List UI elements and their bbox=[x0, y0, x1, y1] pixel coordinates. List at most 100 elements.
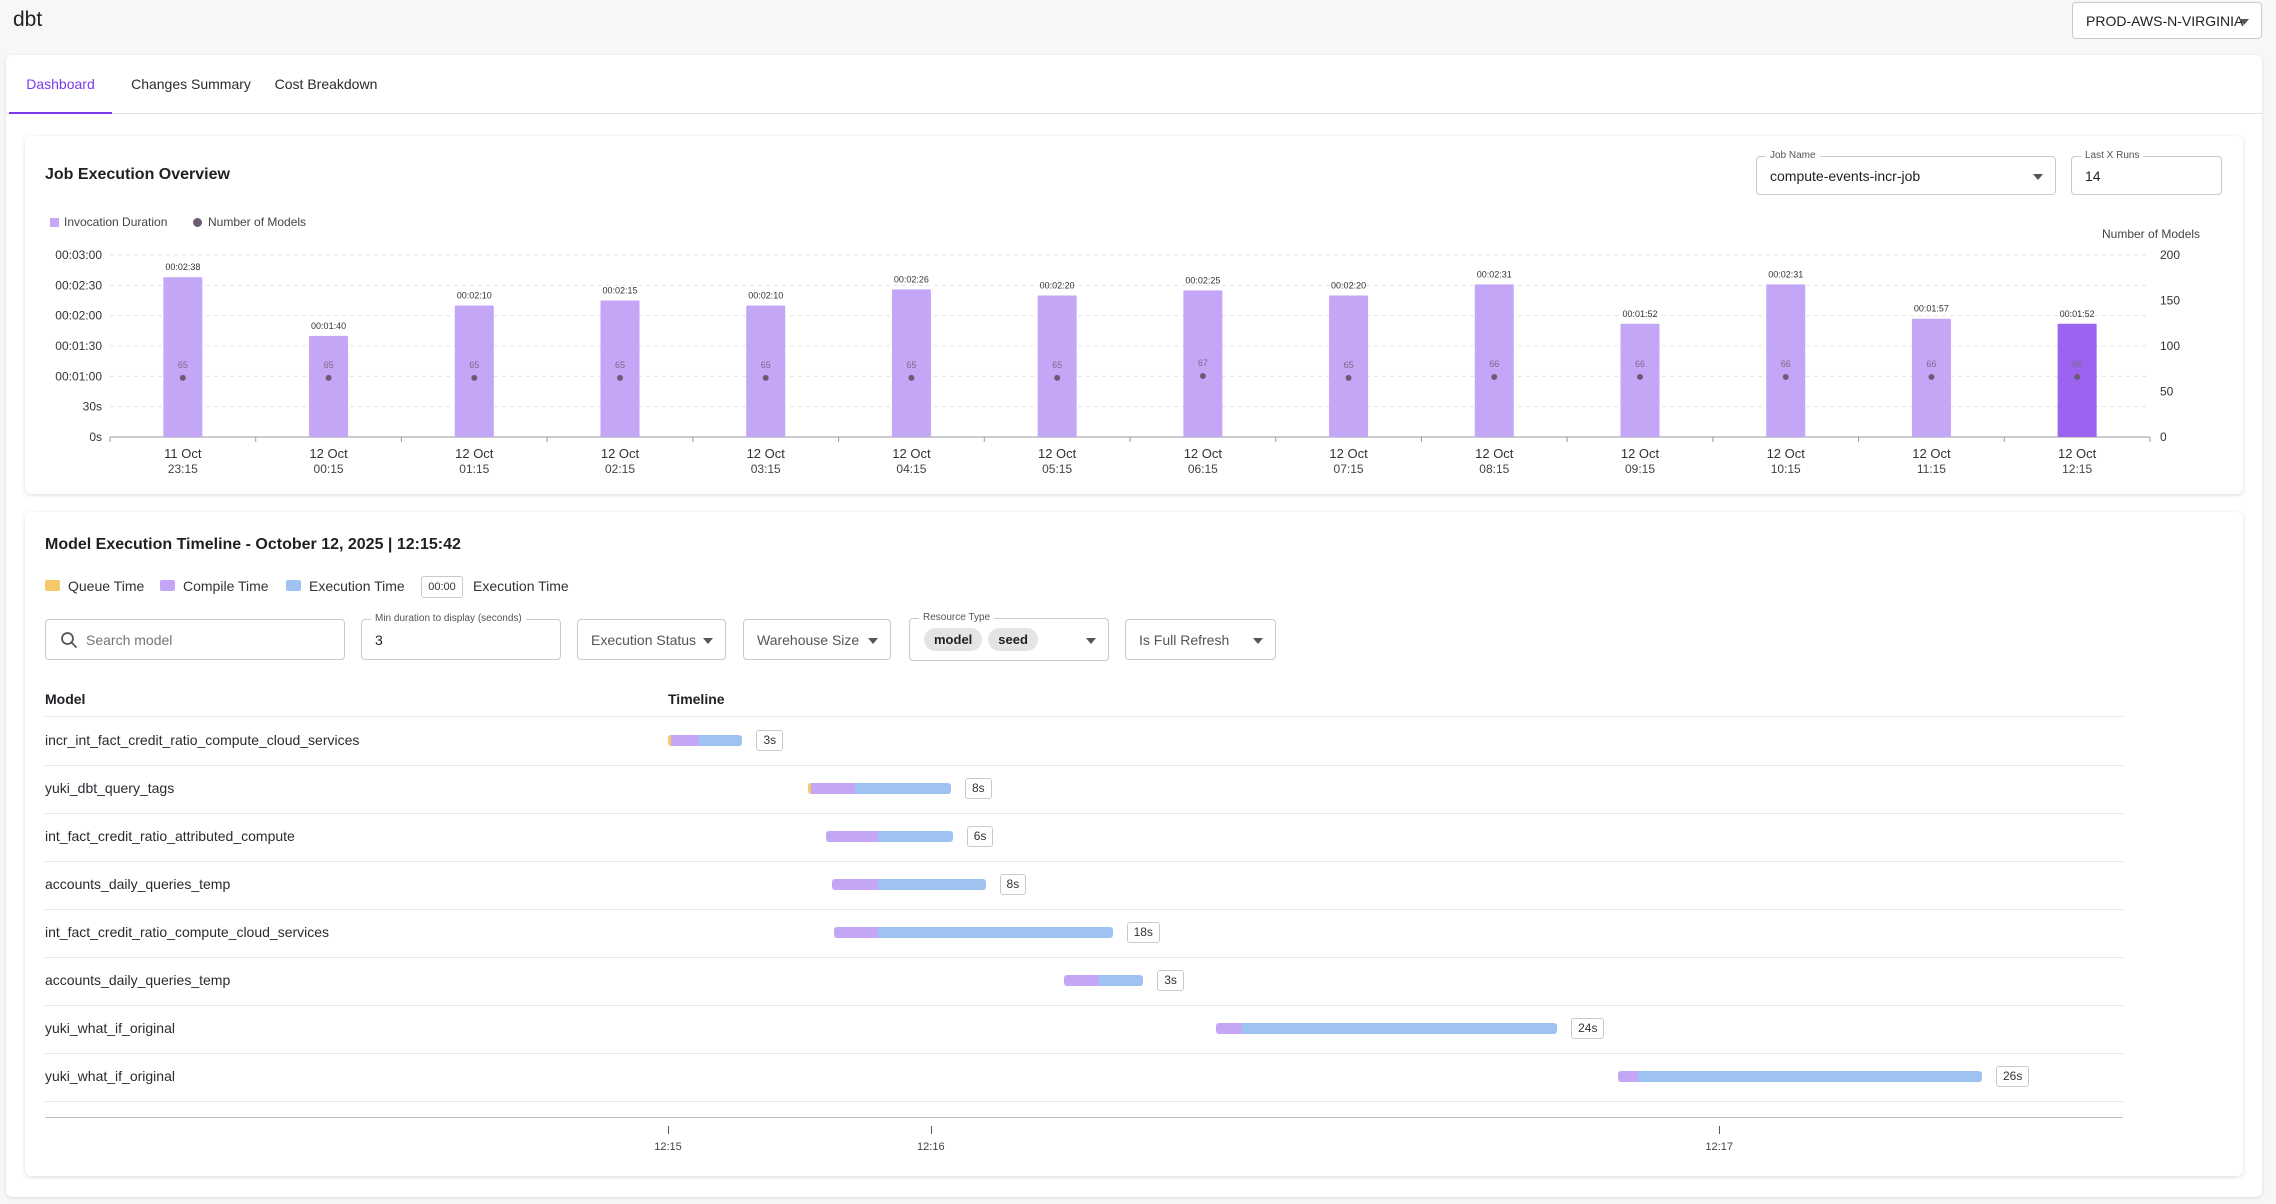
compile-time-segment[interactable] bbox=[1618, 1071, 1639, 1082]
models-point bbox=[617, 374, 623, 381]
row-divider bbox=[45, 813, 2123, 814]
compile-time-segment[interactable] bbox=[670, 735, 699, 746]
execution-time-segment[interactable] bbox=[854, 783, 951, 794]
chip-model[interactable]: model bbox=[924, 628, 983, 651]
model-name[interactable]: accounts_daily_queries_temp bbox=[45, 876, 231, 892]
duration-data-label: 00:02:38 bbox=[165, 262, 200, 272]
app-title: dbt bbox=[13, 8, 43, 31]
compile-time-segment[interactable] bbox=[1064, 975, 1100, 986]
row-divider bbox=[45, 1101, 2123, 1102]
execution-time-segment[interactable] bbox=[878, 831, 953, 842]
execution-time-segment[interactable] bbox=[1241, 1023, 1558, 1034]
duration-data-label: 00:01:40 bbox=[311, 321, 346, 331]
row-divider bbox=[45, 765, 2123, 766]
x-tick-label-date: 12 Oct bbox=[1475, 446, 1514, 461]
x-tick-label-date: 12 Oct bbox=[2058, 446, 2097, 461]
compile-time-segment[interactable] bbox=[832, 879, 879, 890]
legend-execution-label: Execution Time bbox=[309, 578, 405, 594]
models-point bbox=[179, 374, 186, 381]
models-point bbox=[1345, 374, 1352, 381]
tab-changes-summary[interactable]: Changes Summary bbox=[131, 76, 251, 92]
duration-bar bbox=[1329, 295, 1369, 437]
x-tick-label-date: 12 Oct bbox=[747, 446, 786, 461]
duration-data-label: 00:02:20 bbox=[1040, 280, 1075, 290]
queue-time-segment[interactable] bbox=[808, 783, 811, 794]
legend-duration-swatch bbox=[50, 218, 59, 227]
model-name[interactable]: yuki_dbt_query_tags bbox=[45, 780, 175, 796]
x-tick-label-date: 12 Oct bbox=[1621, 446, 1660, 461]
search-icon bbox=[61, 632, 77, 648]
models-point bbox=[1199, 373, 1206, 380]
search-input[interactable] bbox=[86, 630, 336, 650]
x-tick-label-time: 12:15 bbox=[2062, 462, 2092, 476]
tab-cost-breakdown[interactable]: Cost Breakdown bbox=[274, 76, 378, 92]
warehouse-size-select[interactable]: Warehouse Size bbox=[743, 619, 891, 660]
models-data-label: 65 bbox=[1052, 360, 1062, 370]
duration-badge: 6s bbox=[966, 826, 994, 847]
duration-badge: 24s bbox=[1571, 1018, 1605, 1039]
models-point bbox=[1054, 374, 1061, 381]
legend-duration-label: Invocation Duration bbox=[64, 215, 168, 229]
x-tick-label-date: 12 Oct bbox=[1184, 446, 1223, 461]
chevron-down-icon bbox=[1253, 638, 1263, 644]
y-tick-label: 30s bbox=[83, 400, 102, 414]
y-tick-label: 00:02:30 bbox=[55, 278, 102, 292]
resource-type-select[interactable]: Resource Type model seed bbox=[909, 612, 1109, 661]
duration-bar bbox=[2057, 323, 2097, 437]
search-model-field[interactable] bbox=[45, 619, 345, 660]
execution-time-segment[interactable] bbox=[698, 735, 743, 746]
duration-data-label: 00:02:31 bbox=[1477, 269, 1512, 279]
legend-badge-label: Execution Time bbox=[473, 578, 569, 594]
job-name-select[interactable]: Job Name compute-events-incr-job bbox=[1756, 150, 2056, 195]
tab-dashboard[interactable]: Dashboard bbox=[9, 55, 112, 114]
model-name[interactable]: yuki_what_if_original bbox=[45, 1020, 175, 1036]
compile-time-segment[interactable] bbox=[810, 783, 855, 794]
chevron-down-icon bbox=[2239, 19, 2249, 25]
execution-status-select[interactable]: Execution Status bbox=[577, 619, 726, 660]
axis-tick-label: 12:16 bbox=[917, 1141, 945, 1153]
execution-time-segment[interactable] bbox=[1099, 975, 1144, 986]
duration-bar bbox=[891, 289, 931, 437]
queue-time-segment[interactable] bbox=[668, 735, 671, 746]
row-divider bbox=[45, 861, 2123, 862]
model-name[interactable]: yuki_what_if_original bbox=[45, 1068, 175, 1084]
duration-data-label: 00:02:10 bbox=[748, 291, 783, 301]
legend-models-swatch bbox=[193, 218, 202, 227]
environment-select[interactable]: PROD-AWS-N-VIRGINIA bbox=[2072, 2, 2262, 39]
x-tick-label-date: 12 Oct bbox=[601, 446, 640, 461]
y2-tick-label: 200 bbox=[2160, 248, 2180, 262]
models-point bbox=[1928, 373, 1935, 380]
axis-tick-label: 12:15 bbox=[654, 1141, 682, 1153]
duration-data-label: 00:01:57 bbox=[1914, 304, 1949, 314]
models-data-label: 65 bbox=[469, 360, 479, 370]
environment-select-value: PROD-AWS-N-VIRGINIA bbox=[2086, 12, 2244, 29]
resource-type-label: Resource Type bbox=[919, 612, 995, 623]
compile-time-segment[interactable] bbox=[825, 831, 879, 842]
timeline-title: Model Execution Timeline - October 12, 2… bbox=[45, 536, 461, 553]
min-duration-input[interactable]: Min duration to display (seconds) 3 bbox=[361, 613, 561, 660]
timeline-axis bbox=[45, 1117, 2123, 1118]
legend-queue-swatch bbox=[45, 580, 60, 591]
compile-time-segment[interactable] bbox=[833, 927, 879, 938]
duration-data-label: 00:02:25 bbox=[1185, 275, 1220, 285]
compile-time-segment[interactable] bbox=[1215, 1023, 1242, 1034]
model-name[interactable]: incr_int_fact_credit_ratio_compute_cloud… bbox=[45, 732, 360, 748]
execution-time-segment[interactable] bbox=[878, 927, 1113, 938]
last-runs-value: 14 bbox=[2085, 168, 2101, 184]
model-name[interactable]: int_fact_credit_ratio_compute_cloud_serv… bbox=[45, 924, 330, 940]
execution-time-segment[interactable] bbox=[878, 879, 986, 890]
models-data-label: 65 bbox=[1344, 360, 1354, 370]
last-runs-input[interactable]: Last X Runs 14 bbox=[2071, 150, 2222, 195]
duration-bar bbox=[746, 305, 786, 437]
x-tick-label-time: 23:15 bbox=[168, 462, 198, 476]
model-name[interactable]: int_fact_credit_ratio_attributed_compute bbox=[45, 828, 295, 844]
execution-time-segment[interactable] bbox=[1638, 1071, 1982, 1082]
full-refresh-select[interactable]: Is Full Refresh bbox=[1125, 619, 1276, 660]
x-tick-label-time: 02:15 bbox=[605, 462, 635, 476]
legend-execution-swatch bbox=[286, 580, 301, 591]
column-header-model: Model bbox=[45, 691, 86, 707]
chevron-down-icon bbox=[2033, 174, 2043, 180]
chip-seed[interactable]: seed bbox=[988, 628, 1038, 651]
model-name[interactable]: accounts_daily_queries_temp bbox=[45, 972, 231, 988]
duration-bar bbox=[1620, 323, 1660, 437]
